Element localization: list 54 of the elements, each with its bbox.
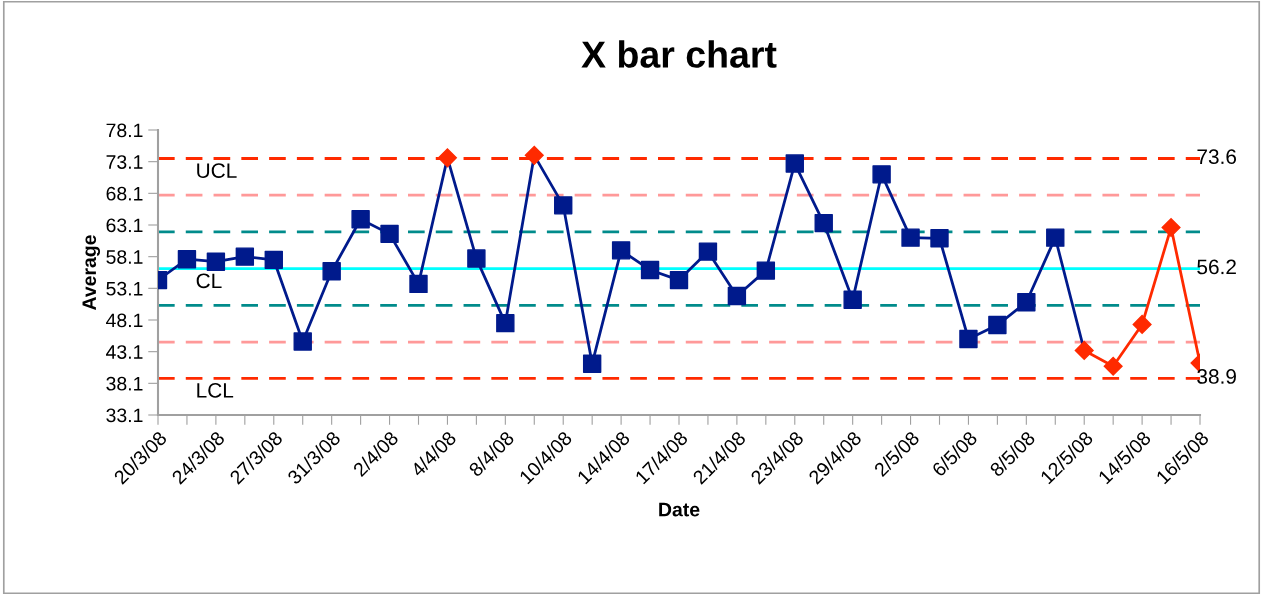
point bbox=[322, 262, 341, 281]
point bbox=[380, 224, 399, 244]
point bbox=[524, 145, 544, 165]
point bbox=[756, 261, 776, 280]
y-tick-label: 58.1 bbox=[106, 250, 143, 264]
point bbox=[669, 270, 689, 290]
point bbox=[582, 354, 602, 373]
annotation: 38.9 bbox=[1197, 369, 1236, 384]
point bbox=[959, 329, 978, 349]
point bbox=[206, 252, 226, 271]
ref-line-label: LCL bbox=[197, 382, 234, 398]
annotation: 56.2 bbox=[1197, 259, 1236, 275]
point bbox=[293, 332, 312, 351]
y-tick-label: 68.1 bbox=[106, 186, 143, 201]
point bbox=[988, 315, 1007, 335]
y-tick-label: 43.1 bbox=[106, 345, 143, 359]
point bbox=[1161, 217, 1181, 238]
point bbox=[409, 274, 428, 294]
point bbox=[496, 313, 515, 333]
ref-line-label: CL bbox=[196, 273, 222, 289]
point bbox=[640, 260, 660, 280]
point bbox=[901, 228, 920, 247]
chart-title: X bar chart bbox=[581, 40, 777, 68]
point bbox=[843, 290, 862, 309]
point bbox=[872, 165, 891, 184]
y-tick-label: 63.1 bbox=[106, 218, 143, 233]
point bbox=[698, 242, 718, 261]
point bbox=[1074, 340, 1094, 360]
y-tick-label: 38.1 bbox=[106, 376, 143, 391]
point bbox=[1103, 356, 1123, 376]
y-axis-title: Average bbox=[82, 235, 101, 311]
y-tick-label: 33.1 bbox=[106, 408, 143, 423]
point bbox=[1132, 314, 1152, 334]
point bbox=[264, 250, 283, 270]
point bbox=[1046, 228, 1065, 247]
y-tick-label: 78.1 bbox=[106, 123, 143, 138]
y-tick-label: 48.1 bbox=[106, 313, 143, 328]
point bbox=[930, 229, 949, 248]
y-tick-label: 73.1 bbox=[106, 155, 143, 169]
point bbox=[235, 247, 255, 266]
x-axis-title: Date bbox=[659, 502, 700, 517]
point bbox=[437, 148, 457, 168]
point bbox=[177, 249, 197, 269]
point bbox=[727, 286, 747, 306]
point bbox=[814, 213, 833, 233]
ref-line-label: UCL bbox=[197, 163, 237, 178]
point bbox=[554, 196, 573, 215]
point bbox=[785, 154, 804, 173]
point bbox=[351, 210, 370, 229]
point bbox=[1017, 293, 1036, 312]
y-tick-label: 53.1 bbox=[106, 281, 143, 296]
point bbox=[467, 249, 486, 268]
annotation: 73.6 bbox=[1197, 149, 1237, 165]
point bbox=[611, 241, 631, 260]
